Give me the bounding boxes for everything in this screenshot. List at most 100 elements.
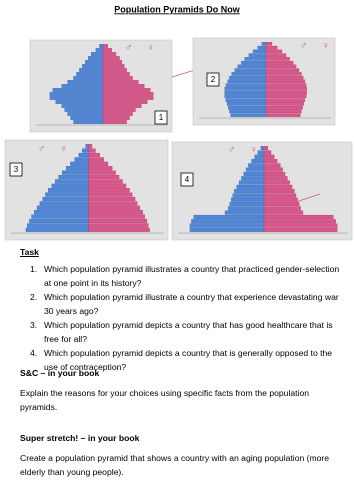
- female-bar: [88, 161, 109, 166]
- female-bar: [102, 108, 136, 112]
- female-bar: [102, 48, 113, 52]
- female-bar: [102, 60, 123, 64]
- male-bar: [99, 44, 104, 48]
- female-bar: [88, 201, 138, 206]
- female-bar: [263, 159, 278, 164]
- female-bar: [102, 88, 151, 92]
- female-bar: [265, 94, 307, 99]
- male-symbol: ♂: [125, 43, 133, 54]
- male-bar: [36, 205, 89, 210]
- male-bar: [82, 148, 89, 153]
- male-bar: [228, 105, 267, 110]
- male-bar: [252, 49, 267, 54]
- male-bar: [95, 48, 104, 52]
- male-bar: [193, 214, 265, 219]
- female-symbol: ♀: [147, 43, 155, 54]
- task-text: Which population pyramid illustrates a c…: [44, 264, 340, 288]
- male-symbol: ♂: [228, 145, 236, 156]
- pyramid-number: 2: [211, 75, 216, 84]
- male-bar: [39, 201, 89, 206]
- male-bar: [234, 68, 267, 72]
- male-bar: [55, 100, 104, 104]
- male-bar: [51, 183, 89, 188]
- female-bar: [263, 176, 288, 181]
- male-bar: [82, 64, 104, 68]
- male-bar: [25, 227, 89, 232]
- male-bar: [61, 84, 104, 88]
- female-bar: [102, 112, 133, 116]
- title: Population Pyramids Do Now: [114, 4, 241, 14]
- male-bar: [257, 45, 267, 50]
- female-bar: [102, 104, 142, 108]
- female-bar: [88, 166, 113, 171]
- number-box: [154, 110, 168, 125]
- female-bar: [265, 83, 307, 87]
- female-bar: [88, 188, 130, 193]
- female-bar: [102, 76, 133, 80]
- stretch-text: Create a population pyramid that shows a…: [20, 453, 330, 477]
- male-bar: [54, 179, 89, 184]
- female-bar: [88, 214, 145, 219]
- male-bar: [257, 150, 265, 155]
- female-bar: [88, 170, 116, 175]
- male-bar: [85, 60, 104, 64]
- male-bar: [229, 75, 267, 80]
- male-bar: [189, 227, 265, 232]
- male-bar: [229, 109, 267, 114]
- pyramid-number: 3: [14, 165, 19, 174]
- task-text: Which population pyramid depicts a count…: [44, 348, 333, 372]
- male-bar: [66, 166, 89, 171]
- female-bar: [88, 157, 104, 162]
- male-bar: [73, 76, 104, 80]
- female-bar: [102, 44, 108, 48]
- male-bar: [67, 80, 104, 84]
- male-bar: [34, 210, 89, 215]
- female-bar: [102, 84, 145, 88]
- male-bar: [241, 176, 265, 181]
- male-bar: [231, 72, 267, 76]
- pyramid-number: 4: [185, 175, 190, 184]
- male-bar: [227, 206, 265, 211]
- female-bar: [102, 68, 127, 72]
- female-bar: [265, 49, 283, 54]
- female-bar: [88, 152, 100, 158]
- female-bar: [263, 184, 293, 189]
- female-bar: [265, 72, 302, 76]
- female-bar: [263, 154, 275, 159]
- task-text: Which population pyramid illustrate a co…: [44, 292, 339, 316]
- female-bar: [265, 87, 307, 91]
- female-bar: [263, 150, 272, 155]
- female-bar: [102, 56, 120, 60]
- female-bar: [263, 210, 304, 215]
- male-bar: [234, 189, 265, 194]
- task-item: 3. Which population pyramid depicts a cou…: [20, 318, 346, 346]
- male-bar: [237, 64, 267, 69]
- female-bar: [265, 79, 306, 84]
- female-bar: [265, 113, 301, 117]
- female-bar: [102, 52, 117, 56]
- male-bar: [224, 87, 267, 91]
- male-bar: [191, 219, 265, 224]
- sc-text: Explain the reasons for your choices usi…: [20, 388, 309, 412]
- male-bar: [229, 202, 265, 207]
- male-bar: [227, 79, 267, 84]
- female-bar: [263, 146, 269, 151]
- male-bar: [91, 52, 104, 56]
- male-bar: [70, 161, 89, 166]
- female-bar: [88, 218, 148, 224]
- female-bar: [265, 105, 303, 110]
- female-bar: [263, 180, 290, 185]
- male-bar: [61, 104, 104, 108]
- female-bar: [88, 144, 93, 149]
- female-bar: [88, 179, 123, 184]
- female-bar: [88, 223, 149, 228]
- female-bar: [88, 196, 136, 202]
- female-bar: [102, 72, 130, 76]
- task-list: 1. Which population pyramid illustrates a…: [20, 262, 346, 374]
- male-bar: [45, 192, 89, 197]
- female-bar: [102, 100, 148, 104]
- female-bar: [88, 174, 120, 180]
- number-box: [206, 72, 220, 87]
- male-bar: [52, 88, 104, 92]
